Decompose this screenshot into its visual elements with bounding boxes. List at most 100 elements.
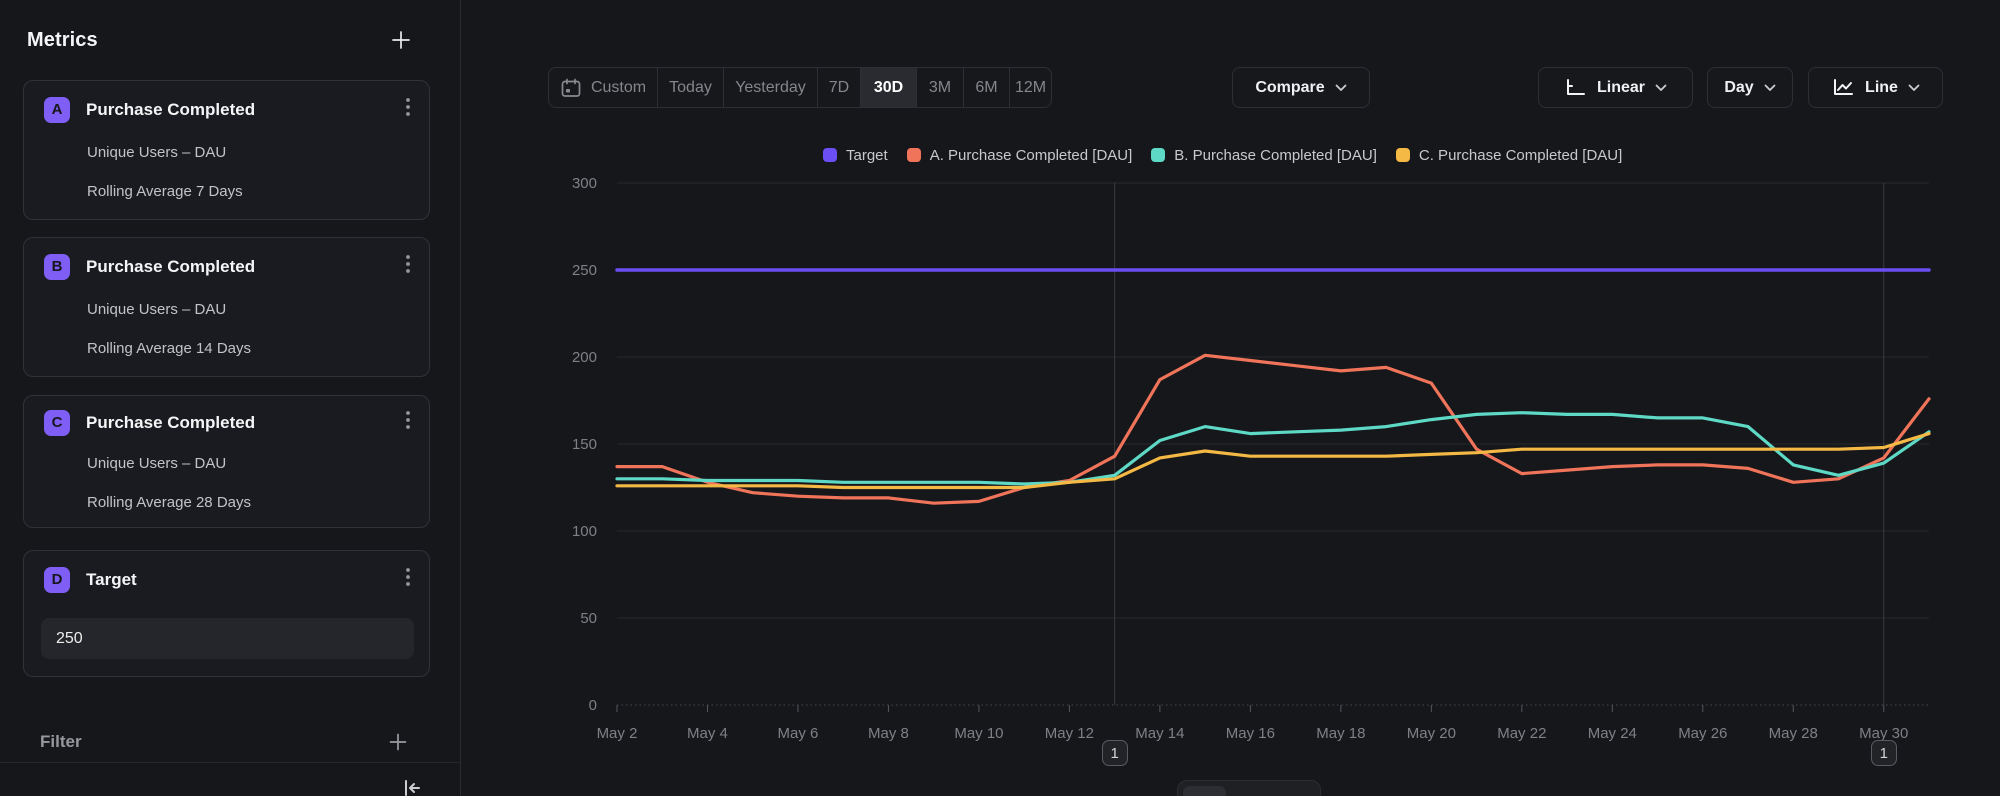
sidebar-divider (0, 762, 460, 763)
chevron-down-icon (1655, 84, 1667, 92)
target-value-input[interactable] (41, 618, 414, 659)
x-tick-label: May 24 (1588, 725, 1637, 742)
range-today[interactable]: Today (658, 68, 724, 107)
y-tick-label: 300 (572, 175, 597, 192)
chart-layout-switcher (1177, 780, 1321, 796)
x-tick-label: May 4 (687, 725, 728, 742)
add-filter-button[interactable] (388, 732, 408, 752)
date-range-control: CustomTodayYesterday7D30D3M6M12M (548, 67, 1052, 108)
kebab-menu-icon[interactable] (399, 96, 417, 123)
layout-option-small[interactable] (1272, 786, 1315, 796)
metrics-header: Metrics (27, 24, 412, 56)
chevron-down-icon (1764, 84, 1776, 92)
target-card-head: D Target (44, 566, 417, 593)
add-metric-button[interactable] (390, 29, 412, 51)
legend-swatch-a (907, 148, 921, 162)
calendar-icon (560, 78, 582, 98)
series-line-1 (617, 355, 1929, 503)
x-tick-label: May 18 (1316, 725, 1365, 742)
compare-button[interactable]: Compare (1232, 67, 1370, 108)
legend-swatch-target (823, 148, 837, 162)
granularity-select[interactable]: Day (1707, 67, 1793, 108)
metric-card-b-head: B Purchase Completed (44, 253, 417, 280)
metric-badge-a: A (44, 97, 70, 123)
x-tick-label: May 8 (868, 725, 909, 742)
x-tick-label: May 22 (1497, 725, 1546, 742)
metric-card-c-head: C Purchase Completed (44, 409, 417, 436)
metric-badge-b: B (44, 254, 70, 280)
target-card[interactable]: D Target (23, 550, 430, 677)
metric-card-a[interactable]: A Purchase Completed Unique Users – DAU … (23, 80, 430, 220)
metric-card-b[interactable]: B Purchase Completed Unique Users – DAU … (23, 237, 430, 377)
legend-label: A. Purchase Completed [DAU] (930, 147, 1133, 164)
metric-title: Purchase Completed (86, 413, 399, 433)
x-tick-label: May 12 (1045, 725, 1094, 742)
collapse-left-icon (401, 778, 423, 796)
granularity-label: Day (1724, 79, 1753, 97)
legend-label: Target (846, 147, 888, 164)
plus-icon (390, 29, 412, 51)
metric-badge-d: D (44, 567, 70, 593)
metric-rolling-average[interactable]: Rolling Average 7 Days (87, 183, 243, 200)
series-line-3 (617, 434, 1929, 488)
range-custom[interactable]: Custom (549, 68, 658, 107)
series-line-2 (617, 413, 1929, 484)
scale-label: Linear (1597, 79, 1645, 97)
x-tick-label: May 10 (954, 725, 1003, 742)
chart-type-select[interactable]: Line (1808, 67, 1943, 108)
annotation-badge[interactable]: 1 (1871, 740, 1897, 766)
metric-rolling-average[interactable]: Rolling Average 14 Days (87, 340, 251, 357)
chevron-down-icon (1335, 84, 1347, 92)
metric-title: Purchase Completed (86, 100, 399, 120)
kebab-menu-icon[interactable] (399, 253, 417, 280)
x-tick-label: May 6 (778, 725, 819, 742)
metrics-title: Metrics (27, 29, 98, 52)
range-12m[interactable]: 12M (1010, 68, 1051, 107)
metric-measurement[interactable]: Unique Users – DAU (87, 301, 226, 318)
y-tick-label: 200 (572, 349, 597, 366)
legend-item-b[interactable]: B. Purchase Completed [DAU] (1151, 147, 1377, 164)
metric-measurement[interactable]: Unique Users – DAU (87, 144, 226, 161)
sidebar: Metrics A Purchase Completed Unique User… (0, 0, 461, 796)
metric-card-a-head: A Purchase Completed (44, 96, 417, 123)
metrics-dashboard: Metrics A Purchase Completed Unique User… (0, 0, 2000, 796)
legend-label: C. Purchase Completed [DAU] (1419, 147, 1622, 164)
compare-label: Compare (1255, 79, 1324, 97)
linear-axis-icon (1564, 78, 1587, 97)
target-title: Target (86, 570, 399, 590)
legend-label: B. Purchase Completed [DAU] (1174, 147, 1377, 164)
kebab-menu-icon[interactable] (399, 409, 417, 436)
range-6m[interactable]: 6M (964, 68, 1010, 107)
chevron-down-icon (1908, 84, 1920, 92)
chart-legend: Target A. Purchase Completed [DAU] B. Pu… (823, 145, 1622, 165)
legend-item-c[interactable]: C. Purchase Completed [DAU] (1396, 147, 1622, 164)
x-tick-label: May 20 (1407, 725, 1456, 742)
legend-item-target[interactable]: Target (823, 147, 888, 164)
x-tick-label: May 28 (1769, 725, 1818, 742)
range-7d[interactable]: 7D (818, 68, 861, 107)
line-chart-icon (1831, 78, 1855, 97)
x-tick-label: May 2 (597, 725, 638, 742)
y-tick-label: 50 (580, 610, 597, 627)
scale-select[interactable]: Linear (1538, 67, 1693, 108)
metric-badge-c: C (44, 410, 70, 436)
metric-measurement[interactable]: Unique Users – DAU (87, 455, 226, 472)
layout-option-medium[interactable] (1228, 786, 1271, 796)
x-tick-label: May 16 (1226, 725, 1275, 742)
range-30d[interactable]: 30D (861, 68, 917, 107)
metric-card-c[interactable]: C Purchase Completed Unique Users – DAU … (23, 395, 430, 528)
range-yesterday[interactable]: Yesterday (724, 68, 818, 107)
layout-option-large[interactable] (1183, 786, 1226, 796)
metric-rolling-average[interactable]: Rolling Average 28 Days (87, 494, 251, 511)
y-tick-label: 250 (572, 262, 597, 279)
legend-item-a[interactable]: A. Purchase Completed [DAU] (907, 147, 1133, 164)
chart-type-label: Line (1865, 79, 1898, 97)
collapse-sidebar-button[interactable] (401, 778, 423, 796)
range-3m[interactable]: 3M (917, 68, 964, 107)
y-tick-label: 150 (572, 436, 597, 453)
annotation-badge[interactable]: 1 (1102, 740, 1128, 766)
filter-label: Filter (40, 732, 82, 752)
kebab-menu-icon[interactable] (399, 566, 417, 593)
x-tick-label: May 14 (1135, 725, 1184, 742)
plus-icon (388, 732, 408, 752)
